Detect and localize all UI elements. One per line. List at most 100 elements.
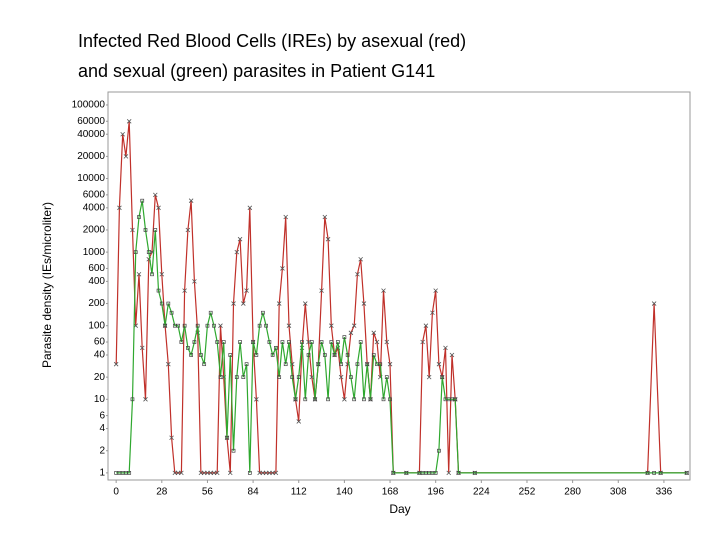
point-marker [227, 470, 233, 476]
point-marker [338, 374, 344, 380]
point-marker [443, 345, 448, 351]
point-marker [247, 471, 252, 475]
y-tick-label: 60000 [77, 116, 105, 127]
point-marker [358, 340, 363, 344]
point-marker [159, 271, 165, 277]
point-marker [192, 340, 197, 344]
x-axis-label: Day [389, 502, 410, 516]
point-marker [371, 353, 376, 357]
point-marker [228, 353, 233, 357]
point-marker [325, 236, 331, 242]
x-tick-label: 196 [427, 487, 444, 498]
x-tick-label: 224 [473, 487, 490, 498]
point-marker [287, 340, 291, 344]
point-marker [426, 374, 432, 380]
point-marker [326, 397, 330, 402]
point-marker [381, 397, 386, 402]
point-marker [130, 227, 135, 233]
point-marker [355, 362, 360, 367]
point-marker [349, 375, 353, 379]
point-marker [182, 323, 187, 328]
point-marker [201, 470, 207, 476]
point-marker [130, 397, 135, 402]
point-marker [270, 470, 275, 476]
point-marker [195, 323, 200, 328]
point-marker [329, 340, 334, 344]
point-marker [342, 335, 347, 339]
point-marker [153, 228, 158, 232]
y-tick-label: 200 [88, 298, 105, 309]
point-marker [645, 471, 650, 475]
point-marker [205, 470, 210, 476]
point-marker [276, 301, 282, 306]
point-marker [303, 397, 308, 402]
point-marker [179, 340, 184, 344]
x-tick-label: 336 [656, 487, 673, 498]
point-marker [211, 470, 217, 476]
y-axis-label: Parasite density (IEs/microliter) [40, 202, 54, 368]
point-marker [351, 323, 357, 328]
point-marker [169, 310, 174, 315]
point-marker [120, 131, 125, 137]
x-tick-label: 84 [248, 487, 260, 498]
point-marker [684, 471, 689, 475]
plot-frame [107, 91, 691, 481]
point-marker [136, 271, 142, 277]
point-marker [433, 471, 438, 475]
point-marker [381, 288, 386, 293]
point-marker [290, 375, 295, 379]
point-marker [449, 352, 455, 358]
point-marker [362, 397, 366, 402]
x-tick-label: 168 [382, 487, 399, 498]
point-marker [267, 470, 272, 476]
point-marker [192, 279, 197, 284]
point-marker [127, 471, 132, 475]
y-tick-label: 1000 [83, 247, 106, 258]
point-marker [345, 353, 350, 357]
point-marker [263, 470, 269, 476]
point-marker [238, 340, 242, 344]
point-marker [205, 323, 210, 328]
point-marker [152, 192, 158, 198]
point-marker [247, 205, 253, 211]
point-marker [365, 362, 370, 367]
point-marker [208, 310, 213, 315]
y-tick-label: 4 [99, 423, 105, 434]
point-marker [332, 353, 337, 357]
point-marker [436, 361, 442, 367]
point-marker [387, 361, 393, 367]
point-marker [339, 362, 343, 367]
y-tick-label: 4000 [83, 202, 106, 213]
point-marker [420, 339, 425, 345]
point-marker [254, 353, 259, 357]
point-marker [264, 323, 268, 328]
point-marker [182, 288, 187, 293]
point-marker [437, 448, 441, 453]
point-marker [652, 471, 656, 475]
point-marker [319, 288, 324, 293]
point-marker [166, 301, 171, 306]
point-marker [296, 419, 302, 424]
y-tick-label: 20000 [77, 151, 105, 162]
point-marker [166, 361, 171, 367]
y-tick-label: 10000 [77, 173, 105, 184]
point-marker [300, 340, 304, 344]
point-marker [221, 340, 226, 344]
point-marker [293, 397, 298, 402]
point-marker [169, 435, 174, 441]
x-tick-label: 280 [564, 487, 581, 498]
point-marker [319, 340, 324, 344]
point-marker [212, 323, 216, 328]
y-tick-label: 20 [94, 372, 106, 383]
point-marker [199, 353, 203, 357]
y-tick-label: 2 [99, 445, 105, 456]
point-marker [218, 323, 223, 328]
series-line [115, 121, 687, 474]
point-marker [306, 339, 311, 345]
point-marker [143, 397, 148, 402]
point-marker [241, 301, 246, 306]
point-marker [113, 361, 119, 367]
point-marker [283, 362, 288, 367]
point-marker [433, 288, 438, 293]
point-marker [342, 397, 347, 402]
